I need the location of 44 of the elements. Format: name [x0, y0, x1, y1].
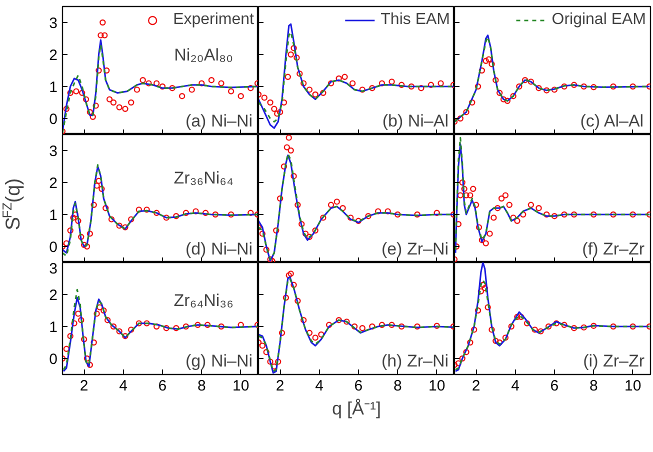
annotation: (b) Ni–Al [382, 112, 448, 130]
y-tick-label: 3 [49, 260, 58, 278]
y-tick-label: 0 [49, 111, 58, 128]
legend-label: Original EAM [552, 11, 646, 29]
x-tick-label: 6 [550, 378, 559, 394]
x-tick-label: 2 [80, 378, 88, 394]
x-axis-title: q [Å⁻¹] [332, 398, 382, 418]
annotation: (i) Zr–Zr [583, 352, 645, 370]
annotation: (g) Ni–Ni [185, 352, 252, 370]
x-tick-label: 10 [428, 378, 446, 394]
annotation: Zr₃₆Ni₆₄ [174, 168, 234, 188]
x-tick-label: 4 [511, 378, 520, 394]
annotation: (c) Al–Al [580, 112, 644, 130]
y-tick-label: 2 [49, 175, 58, 192]
x-tick-label: 2 [472, 378, 480, 394]
annotation: (d) Ni–Ni [185, 240, 252, 258]
x-tick-label: 8 [393, 378, 402, 394]
y-tick-label: 0 [49, 239, 58, 256]
annotation: Ni₂₀Al₈₀ [174, 46, 234, 65]
y-tick-label: 1 [49, 79, 58, 96]
y-axis-title: SFZ(q) [0, 178, 24, 230]
x-tick-label: 2 [276, 378, 284, 394]
y-tick-label: 3 [49, 143, 58, 160]
annotation: (a) Ni–Ni [185, 112, 252, 130]
y-tick-label: 0 [49, 351, 58, 368]
x-tick-label: 4 [315, 378, 324, 394]
x-tick-label: 8 [197, 378, 206, 394]
annotation: (h) Zr–Ni [381, 352, 449, 370]
annotation: (e) Zr–Ni [381, 240, 449, 258]
y-tick-label: 1 [49, 319, 58, 336]
annotation: (f) Zr–Zr [582, 240, 645, 258]
annotation: Zr₆₄Ni₃₆ [174, 291, 234, 310]
x-tick-label: 6 [158, 378, 167, 394]
y-tick-label: 1 [49, 207, 58, 224]
x-tick-label: 4 [119, 378, 128, 394]
x-tick-label: 8 [589, 378, 598, 394]
y-tick-label: 2 [49, 287, 58, 304]
legend-label: This EAM [380, 11, 450, 29]
x-tick-label: 10 [232, 378, 250, 394]
x-tick-label: 6 [354, 378, 363, 394]
y-tick-label: 2 [49, 47, 58, 64]
legend-label: Experiment [173, 11, 254, 29]
x-tick-label: 10 [624, 378, 642, 394]
y-tick-label: 3 [49, 15, 58, 32]
